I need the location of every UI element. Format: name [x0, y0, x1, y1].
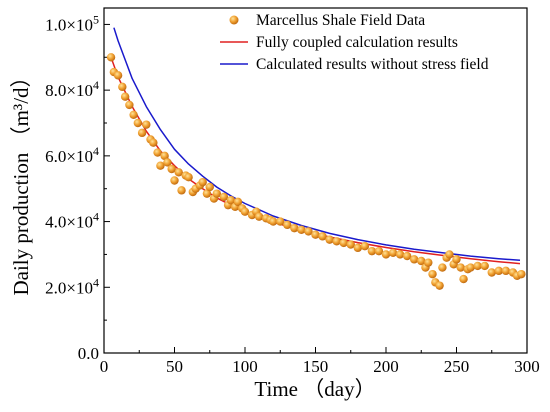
data-point [254, 212, 264, 221]
data-point [184, 173, 193, 182]
data-point [473, 261, 482, 271]
y-tick-label: 0.0 [78, 344, 99, 363]
data-point [452, 255, 461, 264]
data-point [517, 269, 526, 279]
y-axis: 0.0 2.0×104 4.0×104 6.0×104 8.0×104 1.0×105 [45, 12, 110, 363]
data-point [106, 53, 116, 62]
data-point [177, 186, 186, 195]
data-point [304, 227, 313, 236]
data-point [494, 266, 503, 276]
data-point [149, 138, 158, 147]
data-point [174, 168, 183, 177]
data-point [269, 217, 278, 226]
legend-label: Fully coupled calculation results [256, 34, 458, 51]
data-point [276, 217, 285, 226]
x-tick-label: 250 [444, 357, 470, 376]
data-point [381, 250, 391, 259]
y-tick-label: 2.0×104 [45, 275, 99, 297]
data-point [388, 248, 398, 257]
data-point [311, 230, 320, 239]
x-tick-label: 200 [373, 357, 399, 376]
data-point [137, 128, 147, 138]
x-axis: 0 50 100 150 200 250 300 [100, 347, 540, 376]
data-point [297, 225, 306, 234]
x-tick-label: 50 [166, 357, 183, 376]
data-point [133, 118, 143, 128]
data-point [360, 242, 370, 251]
data-point [205, 182, 214, 192]
data-point [219, 192, 229, 202]
data-point [435, 281, 444, 290]
data-point [129, 110, 138, 119]
data-point [332, 237, 341, 246]
data-point [395, 250, 405, 259]
x-axis-title: Time （day） [254, 377, 375, 401]
y-tick-label: 4.0×104 [45, 210, 99, 232]
data-point [163, 158, 172, 167]
data-point [424, 258, 433, 267]
data-point [233, 197, 243, 207]
y-axis-title: Daily production （m³/d） [9, 66, 33, 295]
data-point [445, 250, 454, 259]
data-point [417, 256, 426, 266]
legend: Marcellus Shale Field Data Fully coupled … [220, 12, 489, 73]
x-tick-label: 100 [232, 357, 258, 376]
data-point [325, 235, 334, 244]
data-point [170, 176, 179, 185]
series-line [113, 27, 521, 262]
data-point [167, 164, 176, 174]
y-tick-label: 1.0×105 [45, 12, 99, 34]
data-point [156, 161, 165, 170]
legend-label: Marcellus Shale Field Data [256, 12, 425, 29]
data-point [118, 82, 127, 92]
data-point [367, 246, 377, 256]
x-tick-label: 0 [100, 357, 109, 376]
data-point [374, 246, 384, 256]
data-point [410, 255, 419, 264]
data-point [283, 220, 292, 230]
data-point [142, 120, 151, 129]
data-point [487, 268, 496, 277]
data-point [466, 263, 475, 272]
data-point [125, 100, 134, 110]
legend-label: Calculated results without stress field [256, 56, 489, 73]
data-point [353, 243, 362, 253]
data-point [202, 189, 212, 198]
data-point [428, 269, 437, 279]
x-tick-label: 300 [514, 357, 540, 376]
data-point [501, 266, 511, 276]
data-point [456, 263, 465, 272]
data-point [212, 189, 221, 198]
data-point [120, 92, 130, 101]
y-tick-label: 6.0×104 [45, 144, 99, 166]
data-point [153, 148, 162, 157]
data-point [346, 240, 355, 249]
legend-marker [229, 15, 239, 25]
data-point [438, 263, 447, 272]
y-tick-label: 8.0×104 [45, 78, 99, 100]
data-point [240, 207, 250, 216]
data-point [459, 274, 468, 284]
data-point [226, 196, 236, 205]
data-point [160, 151, 169, 161]
data-point [339, 238, 348, 248]
data-point [402, 251, 412, 261]
series-layer [106, 27, 526, 290]
data-point [318, 232, 327, 241]
data-point [113, 71, 123, 80]
x-tick-label: 150 [303, 357, 329, 376]
data-point [198, 177, 207, 187]
data-point [290, 223, 299, 233]
data-point [480, 261, 489, 271]
